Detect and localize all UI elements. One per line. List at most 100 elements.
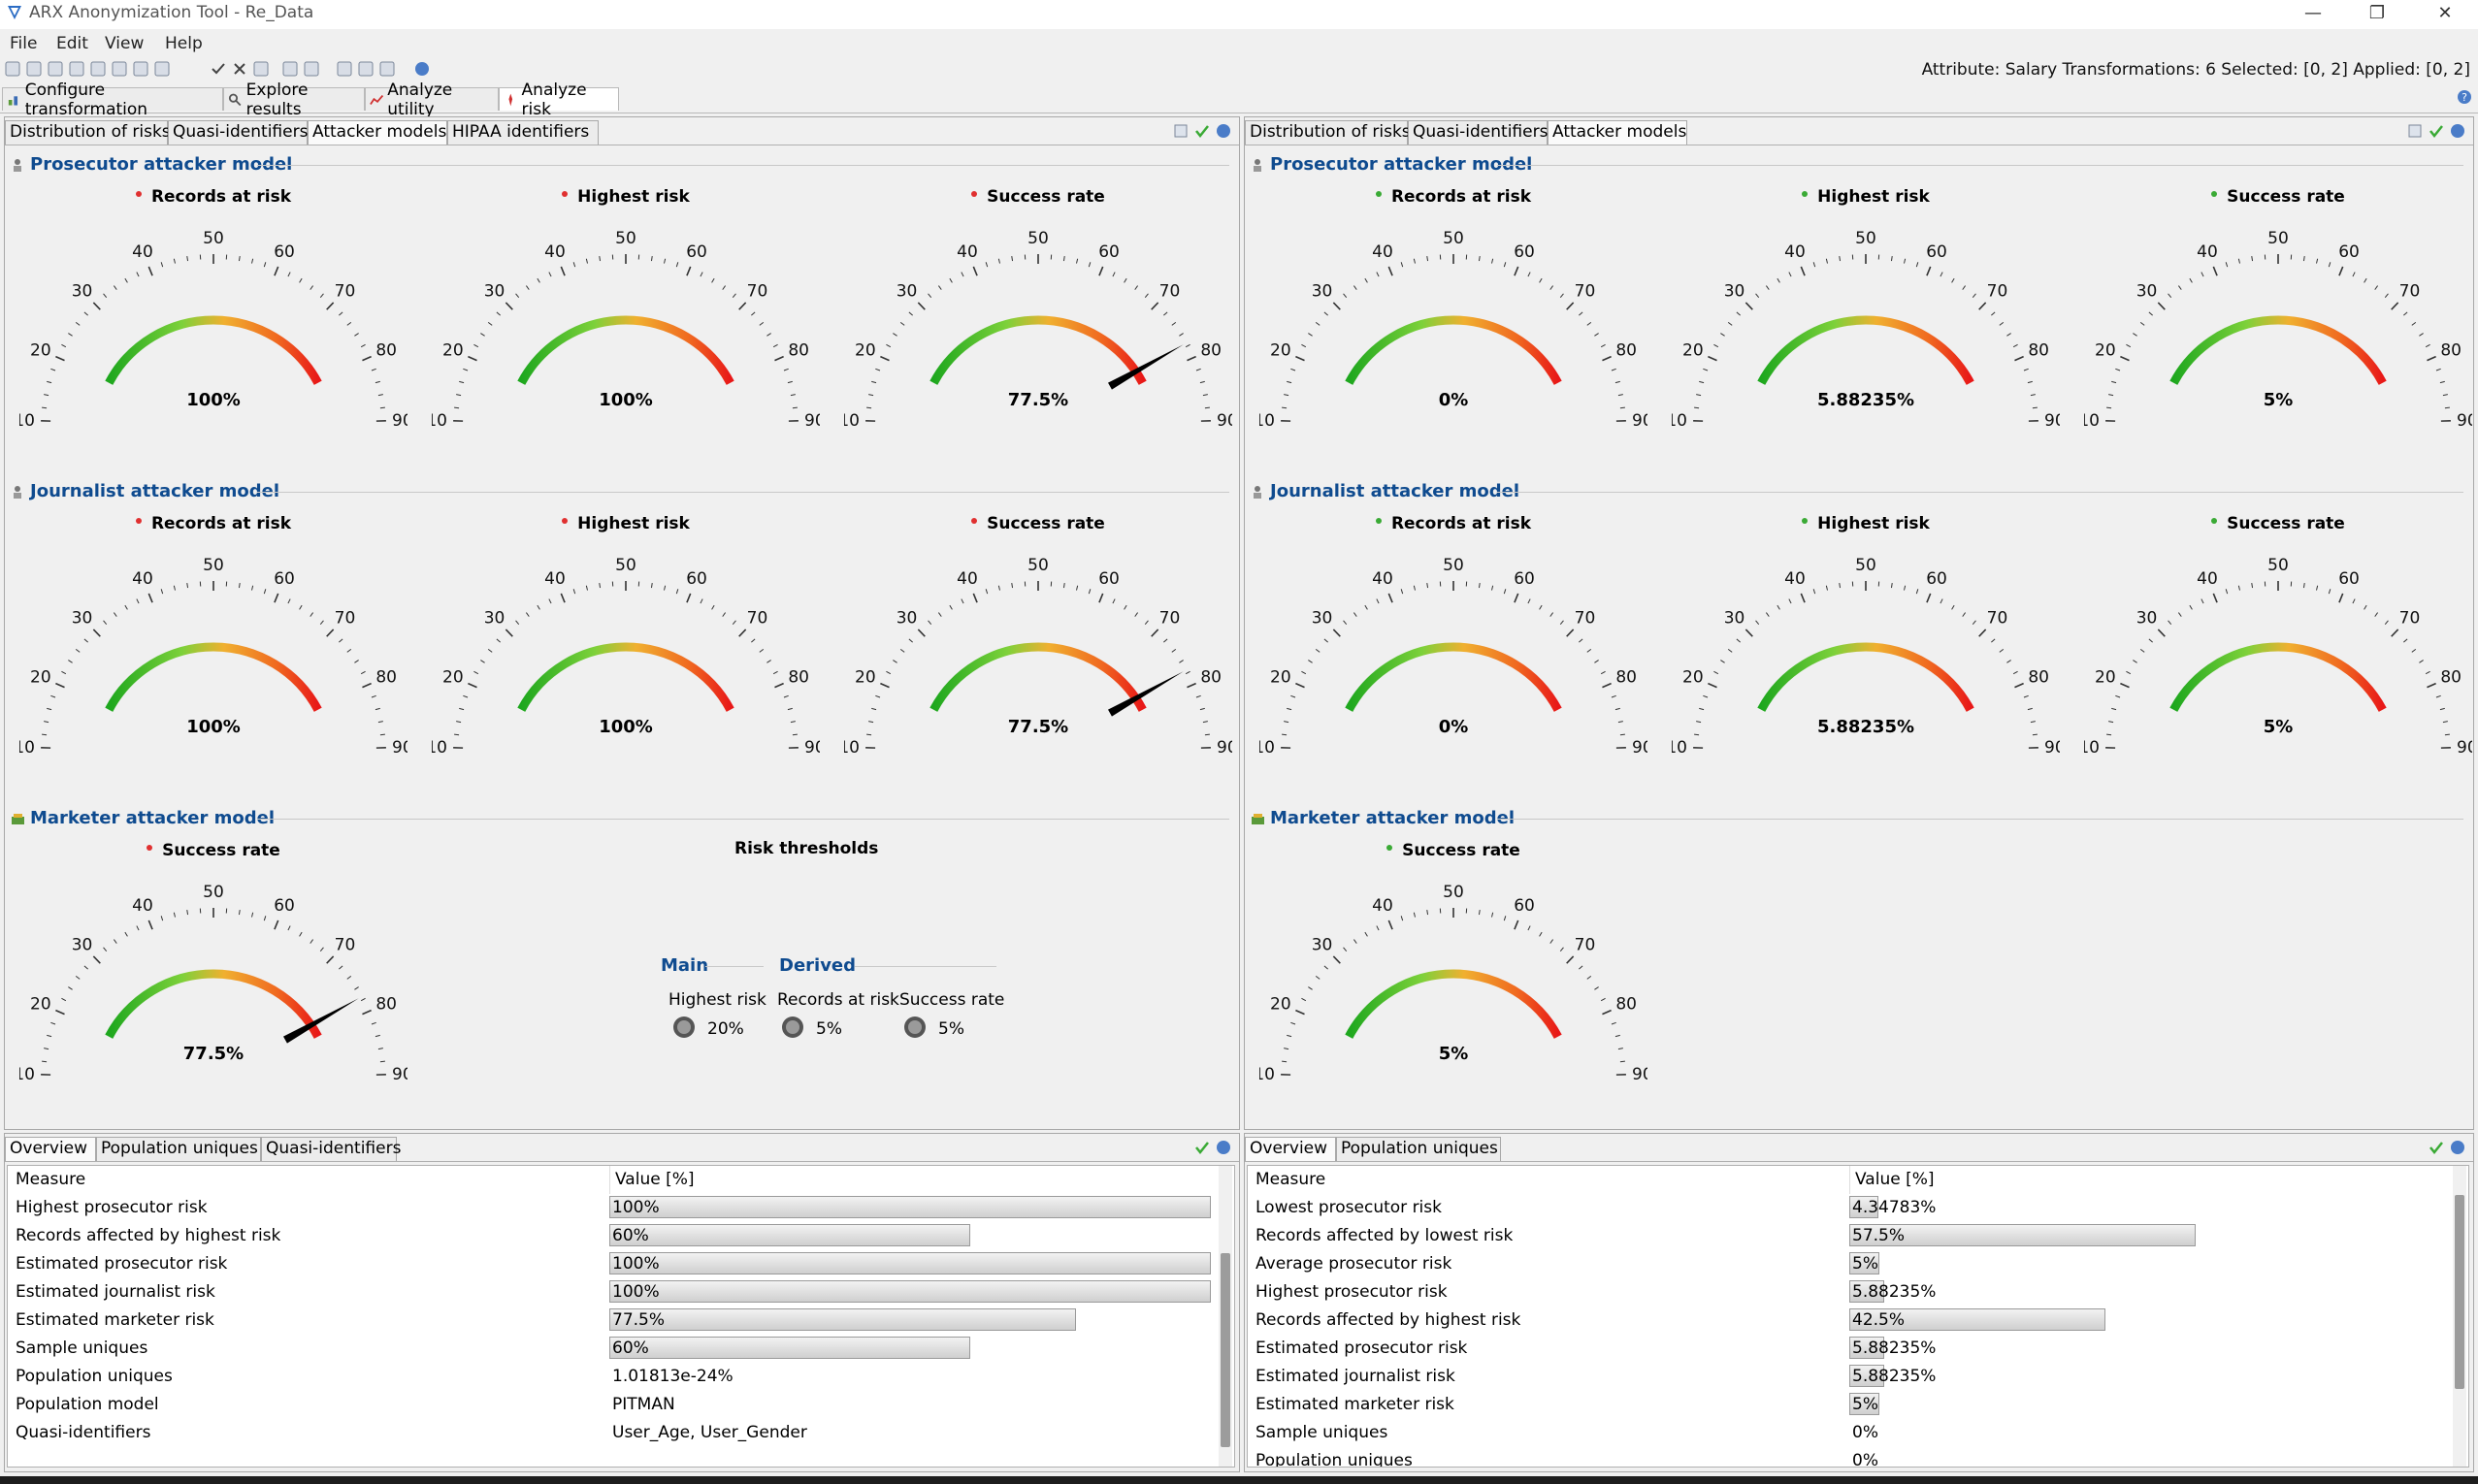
- menu-file[interactable]: File: [10, 34, 38, 53]
- table-scrollbar[interactable]: [1219, 1166, 1232, 1467]
- table-row[interactable]: Records affected by lowest risk 57.5%: [1248, 1222, 2468, 1250]
- table-row[interactable]: Sample uniques 60%: [8, 1335, 1234, 1363]
- tab-attacker-models[interactable]: Attacker models: [308, 120, 447, 145]
- tab-overview[interactable]: Overview: [5, 1137, 96, 1161]
- column-header-value[interactable]: Value [%]: [1855, 1170, 1935, 1189]
- threshold-knob-icon[interactable]: [672, 1016, 696, 1039]
- gauge-tick: [766, 333, 771, 337]
- table-row[interactable]: Population uniques 1.01813e-24%: [8, 1363, 1234, 1391]
- check-icon[interactable]: [1194, 123, 1210, 139]
- gauge-tick: [160, 589, 164, 595]
- menu-help[interactable]: Help: [165, 34, 203, 53]
- save-project-icon[interactable]: [47, 60, 64, 78]
- gauge-tick: [1890, 583, 1893, 589]
- column-header-value[interactable]: Value [%]: [615, 1170, 695, 1189]
- tab-overview[interactable]: Overview: [1245, 1137, 1336, 1161]
- check-icon[interactable]: [1194, 1140, 1210, 1155]
- tab-quasi-identifiers[interactable]: Quasi-identifiers: [261, 1137, 401, 1161]
- table-row[interactable]: Estimated journalist risk 100%: [8, 1278, 1234, 1307]
- tab-quasi-identifiers[interactable]: Quasi-identifiers: [1408, 120, 1548, 145]
- settings-icon[interactable]: [153, 60, 171, 78]
- threshold-knob-icon[interactable]: [781, 1016, 804, 1039]
- menu-edit[interactable]: Edit: [56, 34, 88, 53]
- help-icon[interactable]: [1216, 1140, 1231, 1155]
- gauge-tick-label: 30: [1724, 282, 1745, 302]
- table-row[interactable]: Highest prosecutor risk 100%: [8, 1194, 1234, 1222]
- gauge-tick-label: 40: [544, 569, 566, 589]
- table-row[interactable]: Quasi-identifiers User_Age, User_Gender: [8, 1419, 1234, 1447]
- expand-icon[interactable]: [281, 60, 299, 78]
- table-row[interactable]: Estimated marketer risk 77.5%: [8, 1307, 1234, 1335]
- gauge-tick-label: 80: [2028, 668, 2049, 688]
- tab-distribution-of-risks[interactable]: Distribution of risks: [5, 120, 171, 145]
- gauge-tick: [1187, 355, 1196, 362]
- export-icon[interactable]: [2407, 123, 2423, 139]
- tab-explore-results[interactable]: Explore results: [223, 81, 365, 119]
- menu-view[interactable]: View: [105, 34, 145, 53]
- save-as-icon[interactable]: [68, 60, 85, 78]
- export-hierarchy-icon[interactable]: [132, 60, 149, 78]
- table-row[interactable]: Average prosecutor risk 5%: [1248, 1250, 2468, 1278]
- help-icon[interactable]: [2450, 123, 2465, 139]
- export-data-icon[interactable]: [111, 60, 128, 78]
- reset-icon[interactable]: [231, 60, 248, 78]
- table-row[interactable]: Records affected by highest risk 60%: [8, 1222, 1234, 1250]
- gauge-title: Highest risk: [1672, 514, 2060, 533]
- column-header-measure[interactable]: Measure: [16, 1170, 86, 1189]
- tab-population-uniques[interactable]: Population uniques: [96, 1137, 261, 1161]
- info-icon[interactable]: [413, 60, 431, 78]
- list-icon[interactable]: [357, 60, 375, 78]
- gauge-tick: [1549, 612, 1554, 617]
- tab-distribution-of-risks[interactable]: Distribution of risks: [1245, 120, 1411, 145]
- help-icon[interactable]: ?: [2457, 89, 2472, 105]
- restore-icon[interactable]: ❐: [2368, 3, 2386, 23]
- apply-icon[interactable]: [210, 60, 227, 78]
- find-icon[interactable]: [252, 60, 270, 78]
- table-row[interactable]: Estimated prosecutor risk 5.88235%: [1248, 1335, 2468, 1363]
- gauge-tick: [1062, 256, 1065, 262]
- gauge-tick: [1287, 707, 1292, 711]
- table-row[interactable]: Lowest prosecutor risk 4.34783%: [1248, 1194, 2468, 1222]
- new-project-icon[interactable]: [4, 60, 21, 78]
- table-row[interactable]: Estimated journalist risk 5.88235%: [1248, 1363, 2468, 1391]
- check-icon[interactable]: [2429, 1140, 2444, 1155]
- table-row[interactable]: Sample uniques 0%: [1248, 1419, 2468, 1447]
- close-icon[interactable]: ✕: [2437, 3, 2453, 23]
- grid-icon[interactable]: [378, 60, 396, 78]
- tab-attacker-models[interactable]: Attacker models: [1548, 120, 1687, 145]
- import-data-icon[interactable]: [89, 60, 107, 78]
- table-scrollbar[interactable]: [2453, 1166, 2466, 1467]
- threshold-knob-icon[interactable]: [903, 1016, 927, 1039]
- column-header-measure[interactable]: Measure: [1255, 1170, 1326, 1189]
- gauge-tick: [136, 598, 140, 604]
- scrollbar-thumb[interactable]: [2455, 1195, 2464, 1389]
- help-icon[interactable]: [1216, 123, 1231, 139]
- table-row[interactable]: Estimated prosecutor risk 100%: [8, 1250, 1234, 1278]
- tab-analyze-utility[interactable]: Analyze utility: [365, 81, 499, 119]
- gauge-tick: [1617, 394, 1623, 397]
- gauge-tick: [124, 604, 128, 610]
- tab-quasi-identifiers[interactable]: Quasi-identifiers: [168, 120, 308, 145]
- export-icon[interactable]: [1173, 123, 1189, 139]
- tab-analyze-risk[interactable]: Analyze risk: [499, 81, 619, 119]
- tab-population-uniques[interactable]: Population uniques: [1336, 1137, 1501, 1161]
- table-row[interactable]: Highest prosecutor risk 5.88235%: [1248, 1278, 2468, 1307]
- scrollbar-thumb[interactable]: [1221, 1253, 1230, 1447]
- help-icon[interactable]: [2450, 1140, 2465, 1155]
- tab-hipaa-identifiers[interactable]: HIPAA identifiers: [447, 120, 599, 145]
- check-icon[interactable]: [2429, 123, 2444, 139]
- table-row[interactable]: Population model PITMAN: [8, 1391, 1234, 1419]
- records-at-risk-gauge: Records at risk0102030405060708090100100…: [19, 187, 408, 431]
- layout-icon[interactable]: [303, 60, 320, 78]
- gauge-tick: [50, 1021, 56, 1025]
- move-icon[interactable]: [336, 60, 353, 78]
- value-text: 1.01813e-24%: [612, 1367, 734, 1386]
- table-row[interactable]: Estimated marketer risk 5%: [1248, 1391, 2468, 1419]
- gauge-tick: [1559, 620, 1564, 626]
- minimize-icon[interactable]: —: [2304, 3, 2322, 23]
- table-row[interactable]: Population uniques 0%: [1248, 1447, 2468, 1467]
- open-project-icon[interactable]: [25, 60, 43, 78]
- tab-label: Configure transformation: [24, 80, 148, 119]
- table-row[interactable]: Records affected by highest risk 42.5%: [1248, 1307, 2468, 1335]
- tab-configure-transformation[interactable]: Configure transformation: [2, 81, 223, 119]
